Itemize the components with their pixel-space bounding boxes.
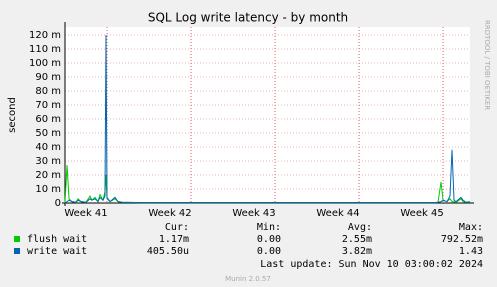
y-tick-label: 0 — [55, 198, 61, 209]
legend-label: flush wait — [27, 234, 87, 245]
y-tick-label: 120 m — [29, 30, 61, 41]
legend-swatch — [14, 248, 20, 254]
legend-header: Min: — [257, 222, 281, 233]
x-tick-label: Week 44 — [316, 208, 359, 219]
y-tick-label: 90 m — [35, 72, 61, 83]
y-axis-label: second — [7, 97, 18, 133]
legend-header: Max: — [459, 222, 483, 233]
legend-label: write wait — [27, 246, 87, 257]
side-text: RRDTOOL / TOBI OETIKER — [483, 20, 491, 110]
legend-stat: 1.17m — [159, 234, 189, 245]
legend-swatch — [14, 236, 20, 242]
legend-stat: 3.82m — [342, 246, 372, 257]
x-tick-label: Week 43 — [232, 208, 275, 219]
legend-stat: 0.00 — [257, 234, 281, 245]
plot-area — [65, 27, 470, 203]
y-tick-label: 110 m — [29, 44, 61, 55]
y-tick-label: 80 m — [35, 86, 61, 97]
legend-stat: 2.55m — [342, 234, 372, 245]
y-tick-label: 50 m — [35, 128, 61, 139]
legend-stat: 1.43 — [459, 246, 483, 257]
last-update: Last update: Sun Nov 10 03:00:02 2024 — [260, 259, 483, 270]
y-tick-label: 30 m — [35, 156, 61, 167]
y-tick-label: 40 m — [35, 142, 61, 153]
legend-stat: 0.00 — [257, 246, 281, 257]
legend-header: Avg: — [348, 222, 372, 233]
y-tick-label: 100 m — [29, 58, 61, 69]
y-tick-label: 20 m — [35, 170, 61, 181]
legend-stat: 405.50u — [147, 246, 189, 257]
y-tick-label: 10 m — [35, 184, 61, 195]
y-tick-label: 70 m — [35, 100, 61, 111]
chart-title: SQL Log write latency - by month — [148, 11, 348, 25]
series-line — [64, 34, 471, 204]
y-tick-label: 60 m — [35, 114, 61, 125]
x-tick-label: Week 42 — [148, 208, 191, 219]
legend-header: Cur: — [165, 222, 189, 233]
x-tick-label: Week 45 — [400, 208, 443, 219]
legend-stat: 792.52m — [441, 234, 483, 245]
x-tick-label: Week 41 — [64, 208, 107, 219]
footer: Munin 2.0.57 — [225, 275, 271, 283]
